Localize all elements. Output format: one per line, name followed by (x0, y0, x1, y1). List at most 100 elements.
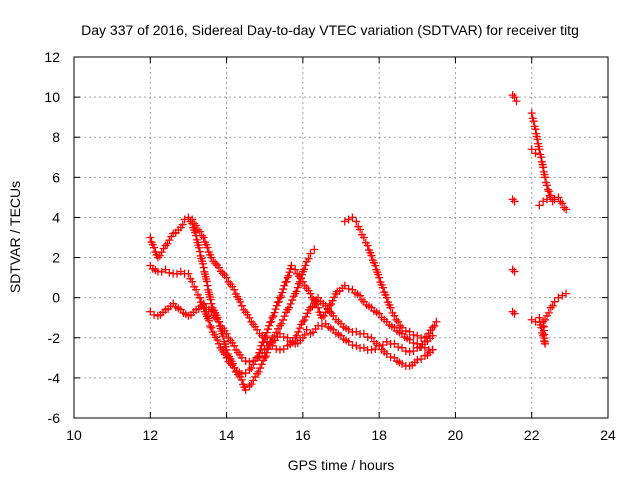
series-track-d (188, 215, 437, 371)
data-point (206, 322, 215, 331)
data-point (394, 317, 403, 326)
data-point (165, 268, 174, 277)
data-point (392, 315, 401, 324)
data-point (262, 328, 271, 337)
data-point (554, 193, 563, 202)
y-tick-label: -4 (48, 370, 61, 386)
data-point (548, 197, 557, 206)
data-point (298, 317, 307, 326)
data-point (165, 236, 174, 245)
data-point (535, 145, 544, 154)
data-point (150, 243, 159, 252)
data-point (405, 347, 414, 356)
data-point (195, 247, 204, 256)
data-point (163, 239, 172, 248)
data-point (291, 265, 300, 274)
data-point (161, 241, 170, 250)
data-point (237, 375, 246, 384)
data-point (197, 231, 206, 240)
data-point (531, 149, 540, 158)
data-point (344, 215, 353, 224)
data-point (153, 253, 162, 262)
data-point (340, 217, 349, 226)
data-point (236, 297, 245, 306)
data-point (192, 221, 201, 230)
data-point (325, 307, 334, 316)
data-point (247, 364, 256, 373)
data-point (543, 185, 552, 194)
data-point (330, 293, 339, 302)
data-point (539, 197, 548, 206)
data-point (267, 317, 276, 326)
data-point (155, 251, 164, 260)
data-point (541, 173, 550, 182)
y-tick-label: 2 (52, 250, 60, 266)
data-point (558, 199, 567, 208)
data-point (207, 307, 216, 316)
data-point (356, 225, 365, 234)
data-point (409, 330, 418, 339)
data-point (344, 284, 353, 293)
data-point (241, 357, 250, 366)
data-point (283, 305, 292, 314)
data-point (304, 254, 313, 263)
data-point (249, 376, 258, 385)
data-point (222, 345, 231, 354)
data-point (541, 315, 550, 324)
data-point (306, 303, 315, 312)
data-point (268, 313, 277, 322)
data-point (178, 220, 187, 229)
data-point (195, 243, 204, 252)
data-point (288, 296, 297, 305)
data-point (207, 253, 216, 262)
data-point (222, 329, 231, 338)
data-point (317, 313, 326, 322)
x-tick-label: 22 (524, 427, 540, 443)
data-point (409, 338, 418, 347)
data-point (245, 357, 254, 366)
data-point (550, 297, 559, 306)
data-point (271, 305, 280, 314)
data-point (352, 217, 361, 226)
data-point (546, 191, 555, 200)
data-point (430, 321, 439, 330)
data-point (230, 285, 239, 294)
data-point (535, 201, 544, 210)
data-point (214, 263, 223, 272)
data-point (394, 343, 403, 351)
data-point (278, 288, 287, 297)
data-point (378, 283, 387, 292)
data-point (277, 292, 286, 301)
data-point (562, 289, 571, 298)
series-track-g (527, 109, 571, 214)
data-point (195, 293, 204, 302)
data-point (508, 91, 517, 100)
data-point (386, 353, 395, 362)
data-point (284, 271, 293, 280)
data-points (146, 91, 571, 394)
data-point (390, 311, 399, 320)
x-tick-label: 24 (600, 427, 616, 443)
data-point (198, 259, 207, 268)
data-point (428, 345, 437, 354)
data-point (280, 312, 289, 321)
data-point (319, 311, 328, 320)
data-point (256, 364, 265, 373)
data-point (428, 323, 437, 332)
data-point (432, 317, 441, 326)
data-point (272, 345, 281, 354)
data-point (542, 181, 551, 190)
data-point (508, 195, 517, 204)
data-point (245, 313, 254, 322)
data-point (260, 353, 269, 362)
data-point (527, 315, 536, 324)
data-point (245, 365, 254, 374)
y-tick-label: -2 (48, 330, 61, 346)
data-point (295, 277, 304, 286)
series-track-h (527, 289, 571, 348)
x-tick-label: 10 (66, 427, 82, 443)
data-point (188, 277, 197, 286)
data-point (263, 325, 272, 334)
data-point (348, 340, 357, 349)
data-point (282, 277, 291, 286)
